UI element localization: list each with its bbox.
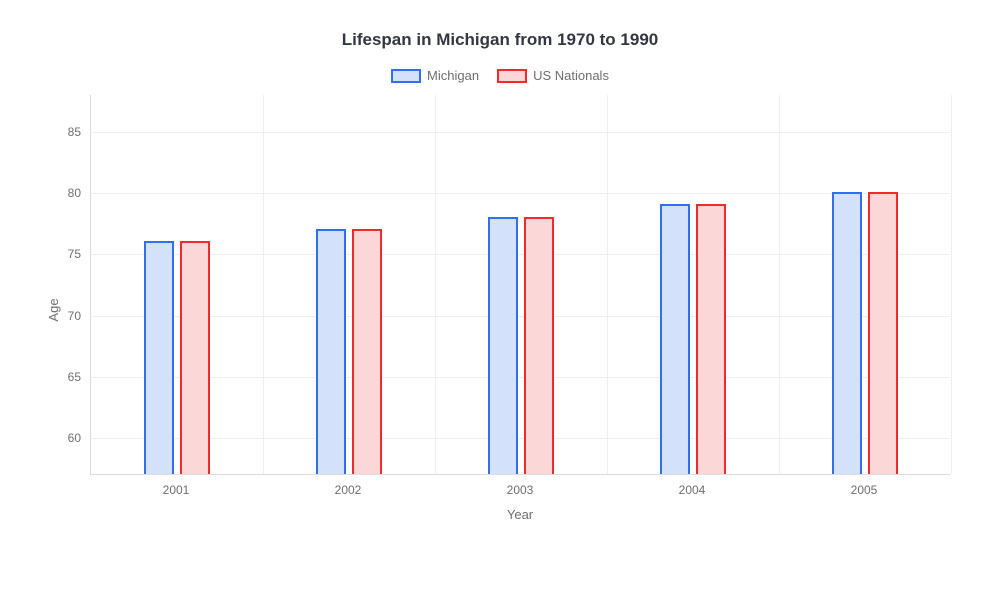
- plot-area: 606570758085: [90, 95, 950, 475]
- bar-us-nationals: [696, 204, 726, 474]
- legend-label-us: US Nationals: [533, 68, 609, 83]
- x-tick-label: 2002: [335, 483, 362, 497]
- bar-us-nationals: [180, 241, 210, 474]
- y-tick-label: 85: [68, 125, 91, 139]
- x-tick-label: 2001: [163, 483, 190, 497]
- gridline-v: [779, 95, 780, 474]
- chart-title: Lifespan in Michigan from 1970 to 1990: [30, 30, 970, 50]
- gridline-v: [951, 95, 952, 474]
- y-tick-label: 60: [68, 431, 91, 445]
- bar-us-nationals: [868, 192, 898, 474]
- legend-item-us: US Nationals: [497, 68, 609, 83]
- y-tick-label: 65: [68, 370, 91, 384]
- x-tick-label: 2004: [679, 483, 706, 497]
- gridline-h: [91, 132, 950, 133]
- bar-us-nationals: [524, 217, 554, 474]
- bar-us-nationals: [352, 229, 382, 474]
- bar-michigan: [488, 217, 518, 474]
- y-tick-label: 75: [68, 247, 91, 261]
- gridline-h: [91, 377, 950, 378]
- x-tick-label: 2003: [507, 483, 534, 497]
- gridline-v: [435, 95, 436, 474]
- gridline-v: [263, 95, 264, 474]
- gridline-h: [91, 254, 950, 255]
- legend-label-michigan: Michigan: [427, 68, 479, 83]
- x-axis-label: Year: [507, 507, 533, 522]
- legend-swatch-us: [497, 69, 527, 83]
- bar-michigan: [316, 229, 346, 474]
- x-tick-label: 2005: [851, 483, 878, 497]
- gridline-h: [91, 193, 950, 194]
- chart-legend: Michigan US Nationals: [30, 68, 970, 83]
- lifespan-chart: Lifespan in Michigan from 1970 to 1990 M…: [0, 0, 1000, 600]
- gridline-h: [91, 316, 950, 317]
- legend-item-michigan: Michigan: [391, 68, 479, 83]
- y-axis-label: Age: [46, 298, 61, 321]
- y-tick-label: 70: [68, 309, 91, 323]
- bar-michigan: [660, 204, 690, 474]
- plot: Age 606570758085 Year 200120022003200420…: [90, 95, 950, 525]
- gridline-h: [91, 438, 950, 439]
- bar-michigan: [832, 192, 862, 474]
- bar-michigan: [144, 241, 174, 474]
- legend-swatch-michigan: [391, 69, 421, 83]
- gridline-v: [607, 95, 608, 474]
- y-tick-label: 80: [68, 186, 91, 200]
